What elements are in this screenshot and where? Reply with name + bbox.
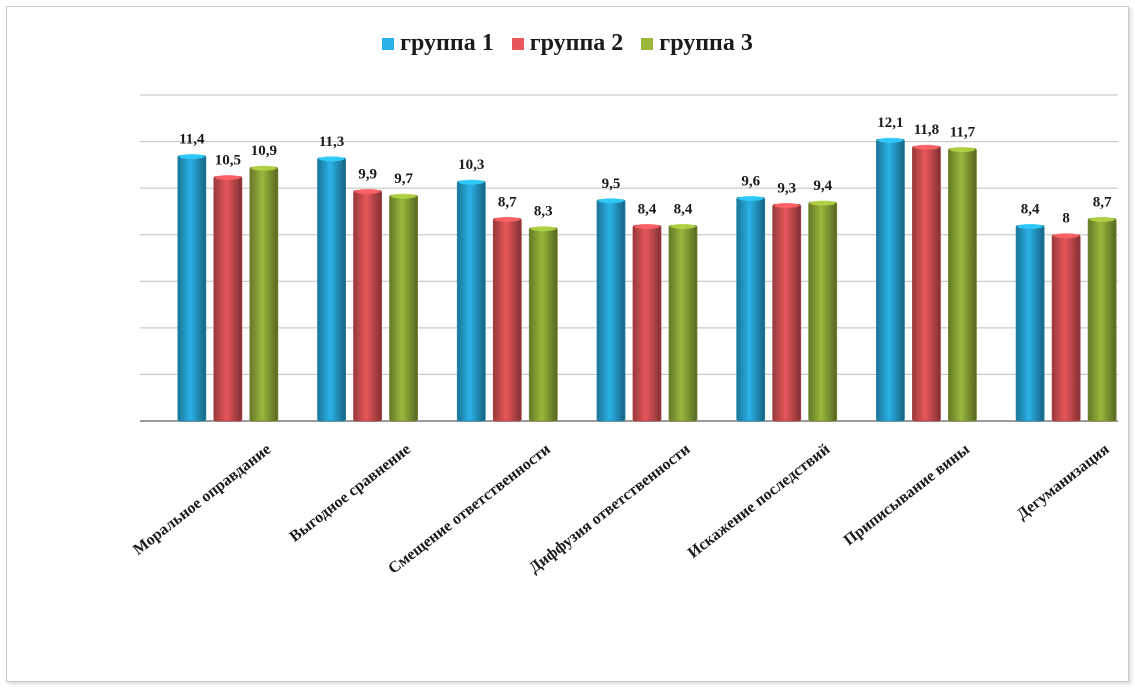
bar — [213, 176, 243, 422]
bar — [668, 224, 698, 422]
data-label: 8,4 — [674, 201, 693, 217]
bar-cap — [458, 179, 485, 185]
bar — [353, 190, 382, 422]
bar-cap — [250, 165, 277, 171]
bar — [1015, 224, 1045, 422]
data-label: 9,7 — [394, 171, 413, 187]
legend: группа 1 группа 2 группа 3 — [0, 30, 1135, 57]
legend-label-group-3: группа 3 — [659, 30, 753, 56]
category-label: Диффузия ответственности — [526, 441, 693, 577]
bar — [528, 227, 558, 422]
data-label: 9,4 — [813, 178, 832, 194]
bar-cap — [318, 156, 345, 162]
bar-cap — [530, 226, 557, 232]
bar — [736, 197, 766, 422]
data-label: 8 — [1062, 211, 1070, 227]
data-label: 8,7 — [498, 194, 517, 210]
bar — [456, 180, 486, 422]
bar — [492, 218, 522, 422]
bar — [1087, 218, 1117, 422]
bar-cap — [494, 216, 521, 222]
bar — [808, 201, 838, 422]
category-label: Приписывание вины — [841, 440, 973, 549]
data-label: 8,4 — [638, 201, 657, 217]
data-label: 11,3 — [319, 134, 344, 150]
legend-item-group-2: группа 2 — [511, 30, 624, 57]
bar — [317, 157, 346, 422]
bar-cap — [1017, 223, 1044, 229]
bar-cap — [1089, 216, 1116, 222]
data-label: 8,7 — [1093, 194, 1112, 210]
legend-swatch-group-2 — [511, 37, 524, 50]
bar-cap — [773, 202, 800, 208]
legend-item-group-3: группа 3 — [641, 30, 753, 57]
data-label: 11,8 — [914, 122, 939, 138]
data-label: 9,9 — [358, 166, 377, 182]
bar — [389, 194, 418, 422]
data-label: 10,5 — [215, 153, 241, 169]
data-label: 8,3 — [534, 204, 553, 220]
bar — [177, 155, 207, 422]
bar — [249, 166, 279, 422]
data-label: 12,1 — [877, 115, 903, 131]
bar-cap — [214, 175, 241, 180]
bar-cap — [1053, 233, 1080, 239]
bar-cap — [178, 154, 205, 160]
legend-swatch-group-1 — [382, 37, 395, 50]
data-label: 9,6 — [741, 173, 760, 189]
bar-cap — [949, 147, 976, 153]
bar-cap — [913, 144, 940, 150]
legend-item-group-1: группа 1 — [382, 30, 494, 57]
bar — [876, 138, 905, 422]
bar — [596, 199, 626, 422]
bar — [1051, 234, 1081, 422]
legend-label-group-1: группа 1 — [400, 30, 494, 56]
data-label: 11,4 — [179, 132, 205, 148]
legend-swatch-group-3 — [641, 37, 654, 50]
bar-cap — [390, 193, 417, 199]
bar-cap — [670, 223, 696, 229]
data-label: 8,4 — [1021, 201, 1040, 217]
bar — [948, 148, 977, 422]
bar-cap — [354, 188, 381, 194]
bar-cap — [634, 223, 660, 229]
category-label: Моральное оправдание — [130, 441, 274, 559]
bar — [632, 224, 662, 422]
bar — [912, 145, 941, 422]
data-label: 9,5 — [602, 176, 621, 192]
legend-label-group-2: группа 2 — [529, 30, 624, 56]
category-label: Выгодное сравнение — [287, 441, 414, 546]
data-label: 11,7 — [950, 125, 976, 141]
bar — [772, 204, 802, 422]
bar-cap — [598, 198, 624, 204]
category-label: Дегуманизация — [1014, 441, 1113, 524]
data-label: 10,9 — [251, 143, 277, 159]
bar-cap — [877, 137, 904, 143]
bar-cap — [809, 200, 836, 206]
category-label: Смещение ответственности — [385, 441, 553, 578]
category-label: Искажение последствий — [685, 441, 833, 562]
bar-cap — [737, 195, 764, 201]
data-label: 10,3 — [458, 157, 484, 173]
data-label: 9,3 — [777, 180, 796, 196]
